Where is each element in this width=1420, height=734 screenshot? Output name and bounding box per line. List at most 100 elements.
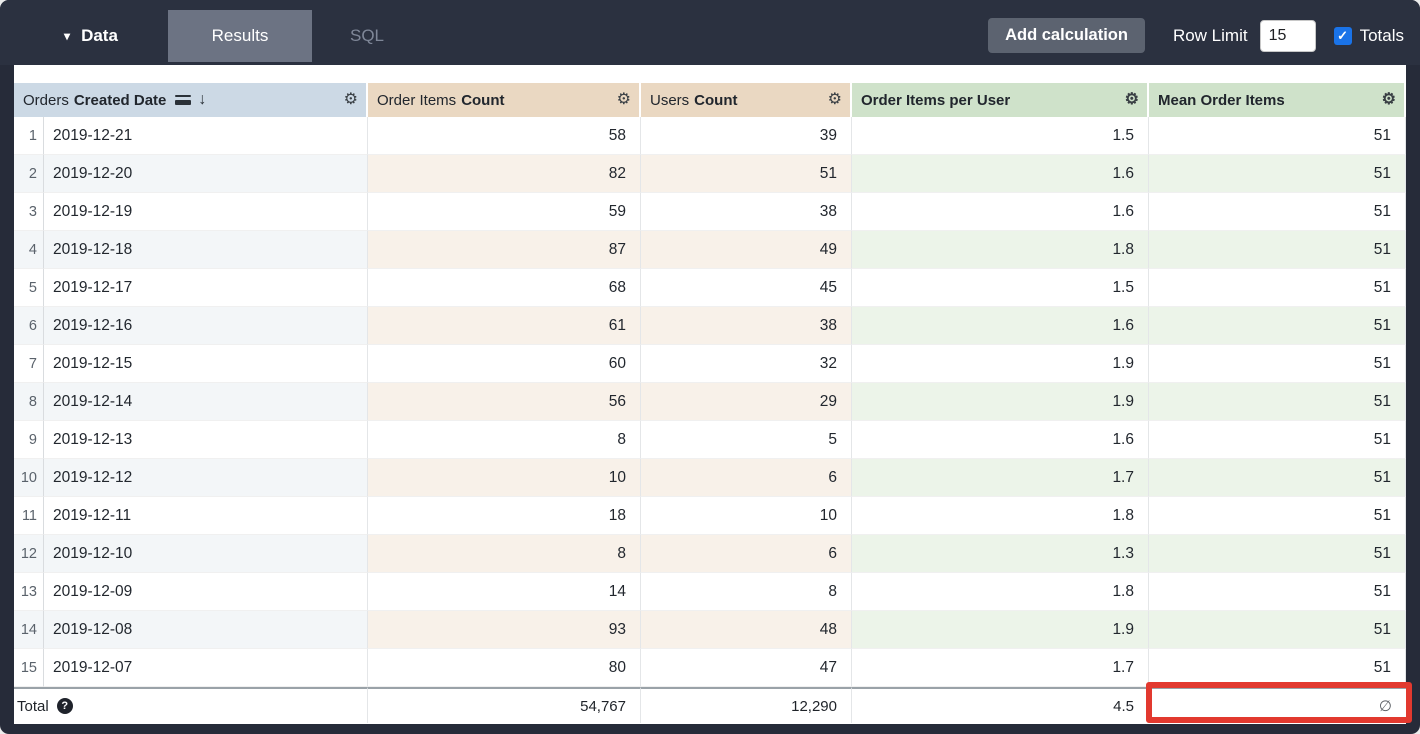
gear-icon[interactable]: ⚙ [1124, 91, 1139, 108]
cell-order-items-count[interactable]: 82 [368, 155, 641, 193]
column-header-mean-order-items[interactable]: Mean Order Items ⚙ [1149, 83, 1406, 117]
cell-order-items-per-user[interactable]: 1.9 [852, 345, 1149, 383]
cell-mean-order-items[interactable]: 51 [1149, 535, 1406, 573]
cell-orders-created-date[interactable]: 2019-12-19 [44, 193, 368, 231]
cell-orders-created-date[interactable]: 2019-12-16 [44, 307, 368, 345]
cell-order-items-per-user[interactable]: 1.9 [852, 611, 1149, 649]
cell-orders-created-date[interactable]: 2019-12-11 [44, 497, 368, 535]
cell-users-count[interactable]: 32 [641, 345, 852, 383]
cell-users-count[interactable]: 51 [641, 155, 852, 193]
cell-order-items-count[interactable]: 61 [368, 307, 641, 345]
cell-orders-created-date[interactable]: 2019-12-17 [44, 269, 368, 307]
cell-order-items-count[interactable]: 18 [368, 497, 641, 535]
cell-order-items-per-user[interactable]: 1.8 [852, 497, 1149, 535]
cell-order-items-count[interactable]: 14 [368, 573, 641, 611]
cell-users-count[interactable]: 48 [641, 611, 852, 649]
cell-users-count[interactable]: 8 [641, 573, 852, 611]
help-question-icon[interactable]: ? [56, 698, 73, 714]
totals-checkbox[interactable]: ✓ [1333, 26, 1352, 45]
row-limit-input[interactable] [1259, 19, 1316, 52]
cell-orders-created-date[interactable]: 2019-12-21 [44, 117, 368, 155]
cell-orders-created-date[interactable]: 2019-12-09 [44, 573, 368, 611]
cell-order-items-count[interactable]: 8 [368, 421, 641, 459]
cell-mean-order-items[interactable]: 51 [1149, 155, 1406, 193]
cell-orders-created-date[interactable]: 2019-12-07 [44, 649, 368, 687]
column-header-order-items-per-user[interactable]: Order Items per User ⚙ [852, 83, 1149, 117]
sort-desc-arrow-icon[interactable]: ↓ [198, 91, 207, 108]
cell-mean-order-items[interactable]: 51 [1149, 459, 1406, 497]
tab-results[interactable]: Results [168, 9, 312, 62]
cell-orders-created-date[interactable]: 2019-12-13 [44, 421, 368, 459]
cell-order-items-per-user[interactable]: 1.6 [852, 155, 1149, 193]
cell-mean-order-items[interactable]: 51 [1149, 383, 1406, 421]
cell-mean-order-items[interactable]: 51 [1149, 307, 1406, 345]
gear-icon[interactable]: ⚙ [616, 91, 631, 108]
cell-order-items-per-user[interactable]: 1.5 [852, 117, 1149, 155]
check-icon: ✓ [1337, 28, 1349, 43]
cell-orders-created-date[interactable]: 2019-12-14 [44, 383, 368, 421]
cell-users-count[interactable]: 39 [641, 117, 852, 155]
cell-users-count[interactable]: 45 [641, 269, 852, 307]
cell-users-count[interactable]: 6 [641, 535, 852, 573]
cell-users-count[interactable]: 5 [641, 421, 852, 459]
cell-users-count[interactable]: 47 [641, 649, 852, 687]
row-number: 8 [14, 383, 44, 421]
cell-mean-order-items[interactable]: 51 [1149, 269, 1406, 307]
cell-orders-created-date[interactable]: 2019-12-18 [44, 231, 368, 269]
cell-order-items-count[interactable]: 87 [368, 231, 641, 269]
column-header-orders-created-date[interactable]: Orders Created Date ↓ ⚙ [14, 83, 368, 117]
cell-order-items-count[interactable]: 68 [368, 269, 641, 307]
cell-mean-order-items[interactable]: 51 [1149, 649, 1406, 687]
cell-orders-created-date[interactable]: 2019-12-20 [44, 155, 368, 193]
cell-orders-created-date[interactable]: 2019-12-15 [44, 345, 368, 383]
cell-order-items-per-user[interactable]: 1.8 [852, 231, 1149, 269]
add-calculation-button[interactable]: Add calculation [988, 18, 1145, 53]
cell-order-items-per-user[interactable]: 1.6 [852, 307, 1149, 345]
tab-sql[interactable]: SQL [349, 25, 385, 45]
cell-order-items-count[interactable]: 93 [368, 611, 641, 649]
cell-mean-order-items[interactable]: 51 [1149, 497, 1406, 535]
cell-order-items-count[interactable]: 59 [368, 193, 641, 231]
cell-order-items-count[interactable]: 80 [368, 649, 641, 687]
cell-users-count[interactable]: 29 [641, 383, 852, 421]
cell-orders-created-date[interactable]: 2019-12-08 [44, 611, 368, 649]
cell-order-items-per-user[interactable]: 1.6 [852, 421, 1149, 459]
cell-order-items-per-user[interactable]: 1.8 [852, 573, 1149, 611]
group-bars-icon[interactable] [175, 94, 192, 106]
gear-icon[interactable]: ⚙ [1381, 91, 1396, 108]
cell-users-count[interactable]: 49 [641, 231, 852, 269]
gear-icon[interactable]: ⚙ [343, 91, 358, 108]
cell-order-items-per-user[interactable]: 1.9 [852, 383, 1149, 421]
cell-order-items-per-user[interactable]: 1.5 [852, 269, 1149, 307]
cell-order-items-count[interactable]: 8 [368, 535, 641, 573]
cell-users-count[interactable]: 6 [641, 459, 852, 497]
cell-users-count[interactable]: 38 [641, 307, 852, 345]
data-section-toggle[interactable]: ▾ Data [14, 10, 168, 62]
cell-order-items-per-user[interactable]: 1.6 [852, 193, 1149, 231]
cell-mean-order-items[interactable]: 51 [1149, 573, 1406, 611]
gear-icon[interactable]: ⚙ [827, 91, 842, 108]
cell-order-items-per-user[interactable]: 1.7 [852, 459, 1149, 497]
cell-users-count[interactable]: 10 [641, 497, 852, 535]
cell-order-items-count[interactable]: 60 [368, 345, 641, 383]
cell-mean-order-items[interactable]: 51 [1149, 193, 1406, 231]
cell-mean-order-items[interactable]: 51 [1149, 611, 1406, 649]
cell-orders-created-date[interactable]: 2019-12-10 [44, 535, 368, 573]
cell-orders-created-date[interactable]: 2019-12-12 [44, 459, 368, 497]
cell-order-items-count[interactable]: 58 [368, 117, 641, 155]
cell-mean-order-items[interactable]: 51 [1149, 231, 1406, 269]
row-number: 5 [14, 269, 44, 307]
cell-order-items-count[interactable]: 56 [368, 383, 641, 421]
total-mean-order-items: ∅ [1149, 687, 1406, 723]
cell-order-items-per-user[interactable]: 1.7 [852, 649, 1149, 687]
cell-mean-order-items[interactable]: 51 [1149, 117, 1406, 155]
cell-order-items-per-user[interactable]: 1.3 [852, 535, 1149, 573]
row-number: 7 [14, 345, 44, 383]
column-header-order-items-count[interactable]: Order Items Count ⚙ [368, 83, 641, 117]
cell-order-items-count[interactable]: 10 [368, 459, 641, 497]
cell-users-count[interactable]: 38 [641, 193, 852, 231]
field-name: Mean Order Items [1158, 91, 1285, 109]
cell-mean-order-items[interactable]: 51 [1149, 421, 1406, 459]
cell-mean-order-items[interactable]: 51 [1149, 345, 1406, 383]
column-header-users-count[interactable]: Users Count ⚙ [641, 83, 852, 117]
